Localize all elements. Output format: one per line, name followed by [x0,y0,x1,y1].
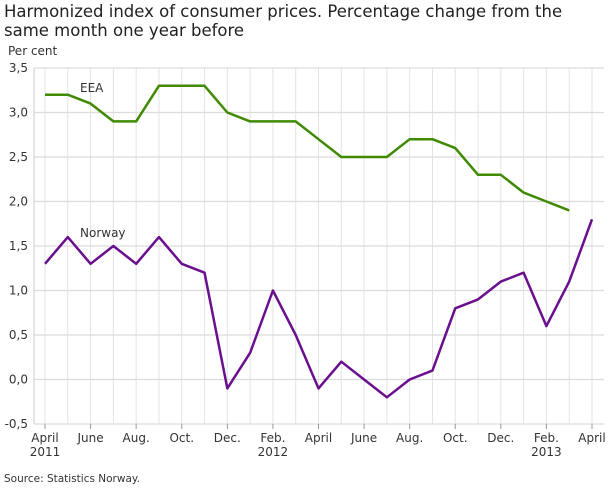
y-tick-label: 0,0 [9,373,28,387]
y-tick-label: 1,5 [9,239,28,253]
x-tick-label: Oct. [443,431,468,445]
y-tick-label: 0,5 [9,328,28,342]
x-tick-label: Dec. [214,431,241,445]
x-tick-label: Aug. [123,431,150,445]
y-tick-label: 2,0 [9,195,28,209]
series-label-eea: EEA [80,81,104,95]
source-note: Source: Statistics Norway. [4,473,140,485]
x-tick-label: Oct. [169,431,194,445]
y-tick-label: 3,0 [9,106,28,120]
y-tick-label: 2,5 [9,150,28,164]
x-tick-year-label: 2012 [258,445,289,459]
x-tick-label: June [350,431,377,445]
chart-title: Harmonized index of consumer prices. Per… [4,2,563,40]
x-tick-label: Feb. [260,431,285,445]
y-tick-label: 3,5 [9,61,28,75]
x-tick-year-label: 2013 [531,445,562,459]
series-line-eea [45,84,570,212]
x-tick-label: Aug. [396,431,423,445]
x-tick-label: April [305,431,332,445]
x-tick-label: April [578,431,605,445]
series-label-norway: Norway [80,226,126,240]
x-tick-label: June [77,431,104,445]
y-axis-label: Per cent [8,44,58,58]
x-tick-label: Dec. [487,431,514,445]
y-tick-label: -0,5 [5,417,28,431]
x-tick-year-label: 2011 [30,445,61,459]
y-tick-label: 1,0 [9,284,28,298]
x-tick-label: April [31,431,58,445]
x-tick-label: Feb. [534,431,559,445]
